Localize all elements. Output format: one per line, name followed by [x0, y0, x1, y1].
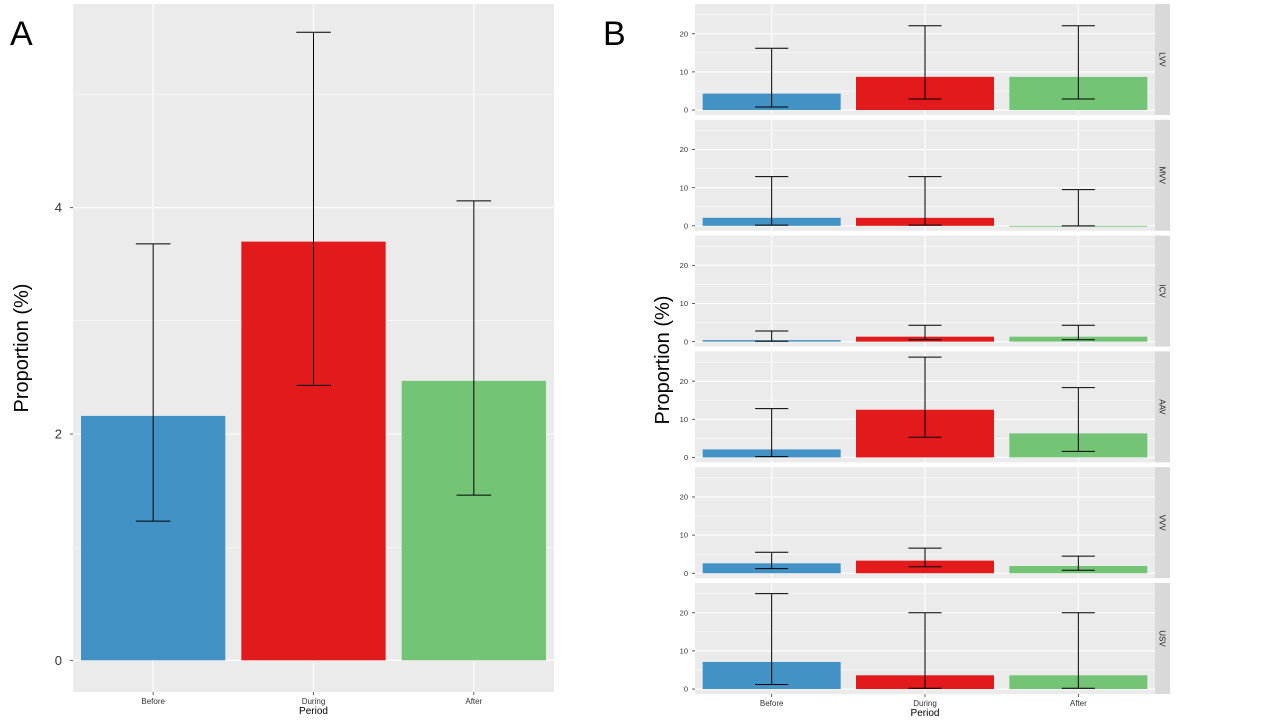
x-axis-title: Period	[299, 706, 328, 717]
y-tick-label: 20	[680, 608, 688, 617]
x-tick-label: Before	[760, 699, 784, 708]
y-tick-label: 0	[684, 453, 688, 462]
x-axis-title: Period	[911, 708, 940, 719]
facet-strip	[1155, 4, 1170, 115]
facet-strip	[1155, 583, 1170, 694]
y-tick-label: 4	[55, 200, 62, 215]
y-tick-label: 0	[684, 221, 688, 230]
y-tick-label: 0	[684, 685, 688, 694]
facet-strip	[1155, 235, 1170, 347]
error-bar-after	[1061, 612, 1095, 689]
chart-panel-b: 0 10 20 LVV 0 10 20 MVV 0 10 20 ICV 0 10 20 AAV 0 10 20 VVV…	[652, 4, 1170, 719]
y-tick-label: 2	[55, 427, 62, 442]
error-bar-during	[296, 31, 331, 386]
x-tick-label: After	[1070, 699, 1087, 708]
y-tick-label: 0	[684, 569, 688, 578]
error-bar-during	[908, 547, 942, 568]
y-tick-label: 0	[684, 337, 688, 346]
y-tick-label: 0	[55, 653, 62, 668]
chart-panel-a: 0 2 4 Before During After Period Proportion (%)	[11, 4, 554, 717]
error-bar-before	[755, 593, 789, 685]
x-tick-label: During	[302, 697, 326, 706]
facet-aav: 0 10 20 AAV	[680, 351, 1170, 463]
y-tick-label: 10	[680, 299, 688, 308]
y-tick-label: 20	[680, 29, 688, 38]
error-bar-after	[456, 200, 492, 496]
error-bar-during	[908, 176, 942, 226]
error-bar-before	[755, 551, 789, 570]
y-tick-label: 10	[680, 531, 688, 540]
facet-strip-label: AAV	[1158, 399, 1167, 415]
y-tick-label: 10	[680, 415, 688, 424]
error-bar-during	[908, 356, 942, 438]
facet-mvv: 0 10 20 MVV	[680, 119, 1170, 231]
facet-strip-label: MVV	[1158, 167, 1167, 185]
error-bar-before	[135, 243, 171, 522]
y-tick-label: 20	[680, 261, 688, 270]
error-bar-during	[908, 324, 942, 341]
y-tick-label: 10	[680, 183, 688, 192]
y-tick-label: 10	[680, 647, 688, 656]
error-bar-after	[1061, 324, 1095, 341]
error-bar-during	[908, 612, 942, 689]
panel-letter-a: A	[10, 15, 33, 53]
error-bar-during	[908, 25, 942, 100]
x-tick-label: After	[465, 697, 482, 706]
facet-strip	[1155, 351, 1170, 463]
facet-vvv: 0 10 20 VVV	[680, 467, 1170, 579]
facet-strip-label: LVV	[1158, 52, 1167, 67]
error-bar-before	[755, 176, 789, 226]
facet-strip-label: VVV	[1158, 515, 1167, 532]
y-tick-label: 0	[684, 106, 688, 115]
y-axis-title: Proportion (%)	[11, 284, 33, 413]
x-tick-label: Before	[141, 697, 165, 706]
error-bar-before	[755, 47, 789, 108]
error-bar-after	[1061, 555, 1095, 571]
error-bar-before	[755, 408, 789, 458]
facet-strip-label: ICV	[1158, 284, 1167, 298]
y-tick-label: 10	[680, 68, 688, 77]
facet-usv: 0 10 20 USV	[680, 583, 1170, 694]
y-tick-label: 20	[680, 145, 688, 154]
facet-lvv: 0 10 20 LVV	[680, 4, 1170, 115]
y-axis-title: Proportion (%)	[652, 296, 674, 425]
facet-icv: 0 10 20 ICV	[680, 235, 1170, 347]
facet-strip-label: USV	[1158, 630, 1167, 647]
error-bar-after	[1061, 387, 1095, 452]
facet-strip	[1155, 467, 1170, 579]
error-bar-after	[1061, 25, 1095, 100]
error-bar-after	[1061, 189, 1095, 227]
panel-letter-b: B	[603, 15, 626, 53]
error-bar-before	[755, 330, 789, 342]
facet-strip	[1155, 119, 1170, 231]
y-tick-label: 20	[680, 493, 688, 502]
y-tick-label: 20	[680, 377, 688, 386]
x-tick-label: During	[913, 699, 937, 708]
